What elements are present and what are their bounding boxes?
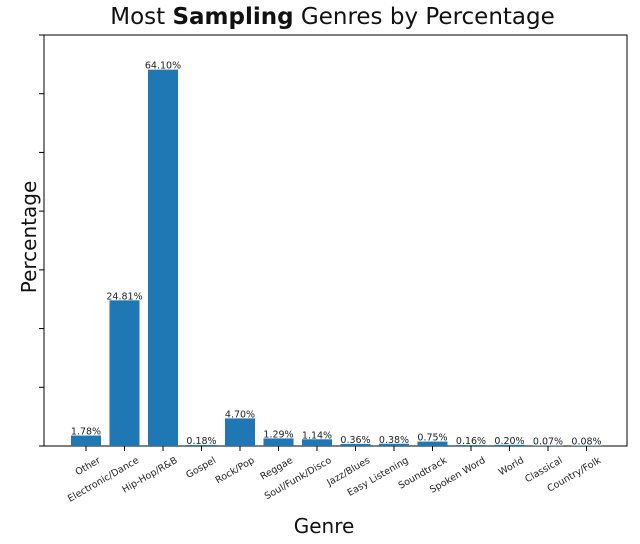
- data-label: 0.18%: [186, 436, 216, 447]
- data-label: 0.38%: [379, 435, 409, 446]
- bar: [109, 300, 140, 446]
- data-label: 1.78%: [71, 427, 101, 438]
- x-tick-label: Soul/Funk/Disco: [263, 455, 334, 502]
- data-label: 0.07%: [533, 437, 563, 448]
- x-tick-label: Rock/Pop: [214, 455, 257, 486]
- data-label: 0.20%: [494, 436, 524, 447]
- data-label: 1.14%: [302, 430, 332, 441]
- chart-title-prefix: Most: [110, 4, 173, 30]
- bar: [225, 418, 255, 446]
- chart-title-suffix: Genres by Percentage: [293, 4, 555, 30]
- chart-title: Most Sampling Genres by Percentage: [0, 4, 640, 30]
- x-tick-label: Other: [74, 455, 103, 478]
- x-axis-label: Genre: [293, 514, 355, 538]
- data-label: 0.36%: [340, 435, 370, 446]
- bar: [494, 444, 525, 446]
- bar: [302, 439, 332, 446]
- data-label: 0.08%: [571, 437, 601, 448]
- data-label: 1.29%: [263, 429, 293, 440]
- bar: [340, 443, 371, 446]
- plot-frame: [43, 34, 628, 447]
- bar: [186, 444, 217, 446]
- chart-title-bold: Sampling: [172, 4, 294, 30]
- bar: [148, 69, 178, 447]
- bar: [379, 443, 409, 446]
- bar: [456, 445, 486, 446]
- x-tick-label: World: [497, 455, 526, 478]
- bar: [71, 435, 101, 446]
- data-label: 24.81%: [106, 291, 142, 302]
- data-label: 4.70%: [225, 409, 255, 420]
- bar: [263, 438, 294, 446]
- bar: [417, 441, 448, 446]
- data-label: 0.75%: [417, 433, 447, 444]
- data-label: 64.10%: [145, 61, 181, 72]
- data-label: 0.16%: [456, 436, 486, 447]
